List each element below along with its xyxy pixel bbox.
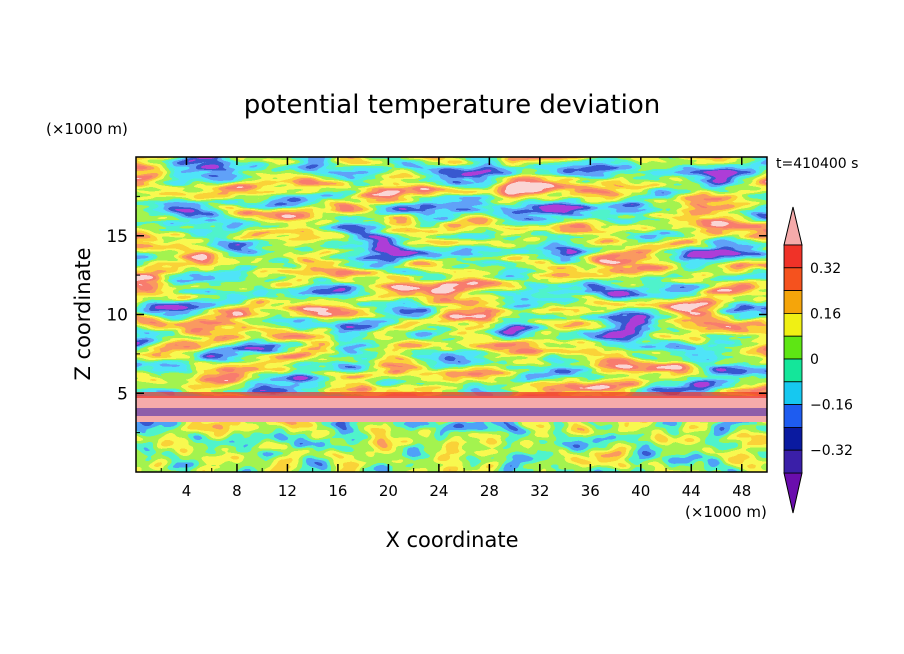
x-tick-label: 24 bbox=[429, 482, 448, 500]
colorbar-tick-label: 0.16 bbox=[810, 306, 841, 322]
x-tick-label: 32 bbox=[530, 482, 549, 500]
x-tick-label: 40 bbox=[631, 482, 650, 500]
colorbar-swatch bbox=[783, 312, 803, 337]
heatmap-field bbox=[136, 157, 767, 472]
colorbar-tick-label: −0.16 bbox=[810, 398, 853, 414]
colorbar-swatch bbox=[783, 404, 803, 428]
colorbar-swatch bbox=[783, 381, 803, 405]
y-tick-label: 10 bbox=[106, 306, 128, 326]
x-tick-label: 16 bbox=[328, 482, 347, 500]
colorbar-extend-max bbox=[783, 206, 803, 246]
colorbar-swatch bbox=[783, 358, 803, 383]
colorbar-extend-min bbox=[783, 472, 803, 514]
y-tick-label: 15 bbox=[106, 227, 128, 247]
colorbar-swatch bbox=[783, 244, 803, 269]
chart-title: potential temperature deviation bbox=[244, 90, 660, 120]
x-tick-label: 4 bbox=[182, 482, 192, 500]
x-unit-label: (×1000 m) bbox=[685, 503, 767, 521]
colorbar-swatch bbox=[783, 449, 803, 474]
colorbar-tick-label: 0 bbox=[810, 352, 819, 368]
colorbar-swatch bbox=[783, 267, 803, 291]
x-axis-title: X coordinate bbox=[385, 528, 518, 552]
x-tick-label: 28 bbox=[480, 482, 499, 500]
colorbar-tick-label: −0.32 bbox=[810, 443, 853, 459]
colorbar-ticks: 0.32 0.16 0 −0.16 −0.32 bbox=[810, 261, 853, 459]
colorbar-tick-label: 0.32 bbox=[810, 261, 841, 277]
x-tick-label: 48 bbox=[732, 482, 751, 500]
x-tick-label: 36 bbox=[581, 482, 600, 500]
x-tick-label: 20 bbox=[379, 482, 398, 500]
time-label: t=410400 s bbox=[776, 156, 858, 172]
x-tick-label: 8 bbox=[232, 482, 242, 500]
y-unit-label: (×1000 m) bbox=[46, 120, 128, 138]
x-tick-label: 12 bbox=[278, 482, 297, 500]
x-axis-ticks: 4 8 12 16 20 24 28 32 36 40 44 48 bbox=[160, 157, 751, 500]
y-axis-ticks: 5 10 15 bbox=[106, 195, 767, 434]
colorbar-swatch bbox=[783, 290, 803, 314]
x-tick-label: 44 bbox=[682, 482, 701, 500]
y-tick-label: 5 bbox=[117, 384, 128, 404]
y-axis-title: Z coordinate bbox=[71, 247, 95, 380]
colorbar bbox=[783, 206, 803, 514]
colorbar-swatch bbox=[783, 426, 803, 451]
colorbar-swatch bbox=[783, 335, 803, 360]
